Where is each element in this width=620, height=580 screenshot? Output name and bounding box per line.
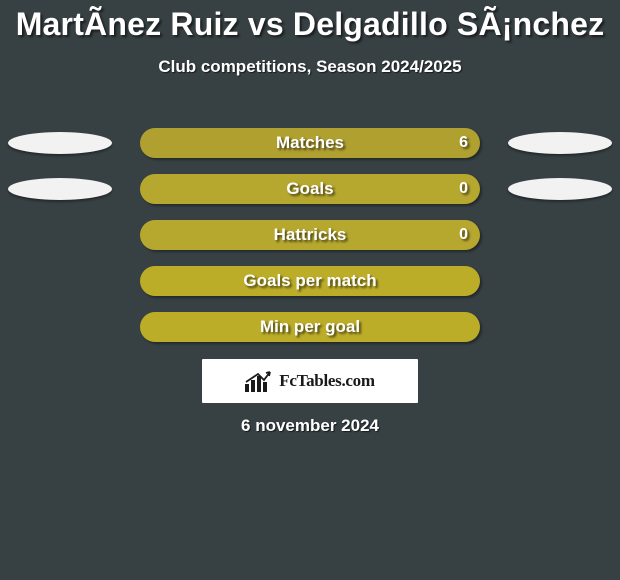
stat-row: Matches6 — [0, 128, 620, 174]
player-left-avatar — [8, 132, 112, 154]
stat-row: Hattricks0 — [0, 220, 620, 266]
player-right-avatar — [508, 132, 612, 154]
stat-row: Goals0 — [0, 174, 620, 220]
stat-value: 0 — [459, 174, 468, 204]
player-left-avatar — [8, 178, 112, 200]
page-title: MartÃ­nez Ruiz vs Delgadillo SÃ¡nchez — [0, 6, 620, 43]
stat-value: 0 — [459, 220, 468, 250]
stat-row: Min per goal — [0, 312, 620, 358]
stat-label: Goals per match — [140, 266, 480, 296]
stat-value: 6 — [459, 128, 468, 158]
stat-label: Goals — [140, 174, 480, 204]
stat-row: Goals per match — [0, 266, 620, 312]
stat-label: Min per goal — [140, 312, 480, 342]
logo-box: FcTables.com — [202, 359, 418, 403]
stat-label: Hattricks — [140, 220, 480, 250]
logo-chart-icon — [245, 370, 273, 392]
player-right-avatar — [508, 178, 612, 200]
logo-text: FcTables.com — [279, 371, 374, 391]
date-text: 6 november 2024 — [0, 416, 620, 436]
subtitle: Club competitions, Season 2024/2025 — [0, 57, 620, 77]
comparison-card: MartÃ­nez Ruiz vs Delgadillo SÃ¡nchez Cl… — [0, 6, 620, 580]
stat-rows: Matches6Goals0Hattricks0Goals per matchM… — [0, 128, 620, 358]
stat-label: Matches — [140, 128, 480, 158]
